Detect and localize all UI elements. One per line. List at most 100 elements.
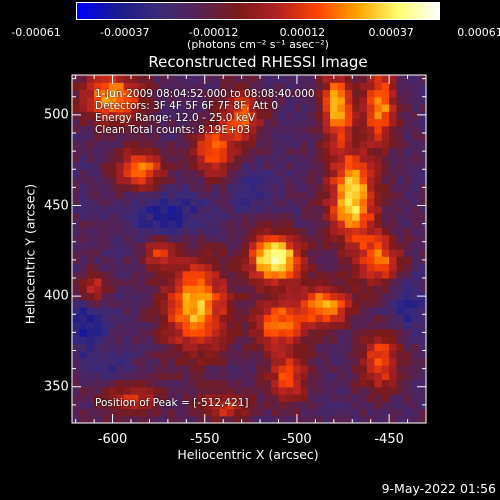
heatmap-cell [337,205,346,214]
heatmap-cell [123,234,132,243]
heatmap-cell [79,154,88,163]
heatmap-cell [263,256,272,265]
heatmap-cell [374,169,383,178]
heatmap-cell [131,394,139,402]
heatmap-cell [374,328,383,337]
heatmap-cell [389,118,398,127]
heatmap-cell [293,328,302,337]
heatmap-cell [197,89,206,98]
heatmap-cell [79,270,88,279]
heatmap-cell [308,336,316,344]
heatmap-cell [411,307,420,315]
heatmap-cell [79,198,88,207]
heatmap-cell [101,379,110,388]
heatmap-cell [278,205,287,214]
heatmap-cell [344,278,353,286]
heatmap-cell [411,205,420,214]
heatmap-cell [352,133,361,141]
heatmap-cell [197,314,206,323]
heatmap-cell [212,198,221,207]
heatmap-cell [212,278,221,286]
heatmap-cell [271,365,280,373]
heatmap-cell [86,263,95,272]
heatmap-cell [300,154,309,163]
heatmap-cell [293,241,302,250]
heatmap-cell [337,111,346,120]
heatmap-cell [374,140,383,149]
heatmap-cell [374,256,383,265]
heatmap-cell [72,205,80,214]
heatmap-cell [86,169,95,178]
heatmap-cell [190,154,198,163]
heatmap-cell [94,256,103,265]
heatmap-cell [182,408,191,417]
heatmap-cell [359,357,368,366]
heatmap-cell [219,249,228,257]
heatmap-cell [182,227,191,236]
heatmap-cell [344,104,353,112]
heatmap-cell [145,220,154,228]
heatmap-cell [86,96,95,105]
heatmap-cell [212,154,221,163]
heatmap-cell [145,408,154,417]
heatmap-cell [352,89,361,98]
heatmap-cell [374,307,383,315]
heatmap-cell [337,241,346,250]
heatmap-cell [256,292,265,301]
heatmap-cell [72,162,80,170]
heatmap-cell [256,278,265,286]
heatmap-cell [219,169,228,178]
heatmap-cell [160,75,169,83]
heatmap-cell [381,118,390,127]
heatmap-cell [234,183,243,192]
heatmap-cell [293,154,302,163]
heatmap-cell [249,191,257,199]
heatmap-cell [249,299,257,308]
heatmap-cell [359,140,368,149]
heatmap-cell [315,314,324,323]
heatmap-cell [94,321,103,330]
heatmap-cell [411,394,420,402]
heatmap-cell [322,191,331,199]
heatmap-cell [153,307,162,315]
heatmap-cell [175,343,184,352]
heatmap-cell [101,394,110,402]
heatmap-cell [241,256,250,265]
heatmap-cell [322,89,331,98]
heatmap-cell [138,365,147,373]
heatmap-cell [285,241,294,250]
heatmap-cell [263,234,272,243]
heatmap-cell [86,321,95,330]
heatmap-cell [411,154,420,163]
heatmap-cell [322,249,331,257]
heatmap-cell [249,125,257,134]
heatmap-cell [226,350,235,359]
heatmap-cell [330,394,339,402]
heatmap-cell [403,314,412,323]
heatmap-cell [123,212,132,221]
heatmap-cell [123,176,132,185]
heatmap-cell [322,176,331,185]
heatmap-cell [249,205,257,214]
heatmap-cell [315,379,324,388]
heatmap-cell [359,125,368,134]
heatmap-cell [330,111,339,120]
heatmap-cell [219,241,228,250]
heatmap-cell [300,75,309,83]
heatmap-cell [344,241,353,250]
heatmap-cell [315,415,324,424]
heatmap-cell [330,104,339,112]
heatmap-cell [403,104,412,112]
heatmap-cell [234,169,243,178]
heatmap-cell [315,401,324,410]
heatmap-cell [182,205,191,214]
heatmap-cell [153,285,162,294]
heatmap-cell [219,278,228,286]
heatmap-cell [389,365,398,373]
heatmap-cell [256,191,265,199]
heatmap-cell [396,82,405,91]
heatmap-cell [389,321,398,330]
heatmap-cell [256,227,265,236]
heatmap-cell [190,198,198,207]
heatmap-cell [278,227,287,236]
